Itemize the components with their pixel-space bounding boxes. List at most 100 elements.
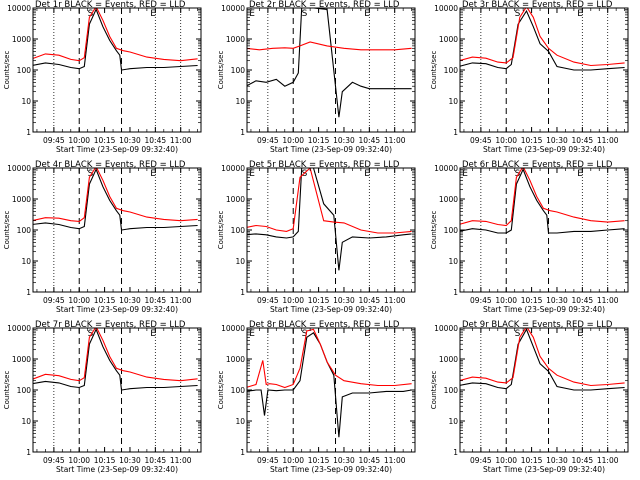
y-axis-label: Counts/sec: [430, 51, 438, 90]
marker-label: E: [577, 169, 583, 179]
y-tick-label: 1000: [12, 35, 31, 44]
y-tick-label: 10: [448, 257, 458, 266]
panel-title: Det 5r BLACK = Events, RED = LLD: [249, 160, 400, 170]
marker-label: E: [577, 329, 583, 339]
y-tick-label: 10: [235, 417, 245, 426]
y-tick-label: 1: [240, 288, 245, 297]
marker-label: E: [577, 9, 583, 19]
x-tick-label: 09:45: [257, 456, 279, 465]
marker-label: E: [462, 169, 468, 179]
panel-title: Det 6r BLACK = Events, RED = LLD: [462, 160, 613, 170]
y-tick-label: 10: [235, 97, 245, 106]
x-tick-label: 10:30: [333, 136, 355, 145]
y-tick-label: 1000: [439, 195, 458, 204]
marker-label: E: [150, 329, 156, 339]
x-tick-label: 10:00: [282, 296, 304, 305]
x-tick-label: 10:45: [145, 456, 167, 465]
series-line: [33, 328, 198, 391]
y-tick-label: 1000: [226, 355, 245, 364]
x-tick-label: 11:00: [597, 456, 619, 465]
y-tick-label: 100: [231, 226, 246, 235]
y-tick-label: 1: [26, 128, 31, 137]
y-tick-label: 100: [444, 386, 459, 395]
marker-label: E: [150, 169, 156, 179]
marker-label: S: [88, 329, 94, 339]
x-tick-label: 10:00: [68, 456, 90, 465]
y-tick-label: 1: [26, 288, 31, 297]
x-tick-label: 09:45: [257, 136, 279, 145]
y-tick-label: 1: [453, 448, 458, 457]
marker-label: S: [515, 169, 521, 179]
series-line: [460, 168, 625, 227]
x-tick-label: 10:45: [572, 296, 594, 305]
y-tick-label: 1000: [439, 35, 458, 44]
series-line: [247, 328, 412, 389]
y-tick-label: 100: [444, 66, 459, 75]
marker-label: E: [364, 169, 370, 179]
x-tick-label: 10:15: [94, 456, 116, 465]
y-tick-label: 10000: [221, 164, 245, 173]
marker-label: E: [249, 9, 255, 19]
series-line: [33, 328, 198, 382]
x-axis-label: Start Time (23-Sep-09 09:32:40): [483, 305, 605, 314]
y-tick-label: 10: [21, 97, 31, 106]
y-axis-label: Counts/sec: [217, 371, 225, 410]
x-axis-label: Start Time (23-Sep-09 09:32:40): [270, 145, 392, 154]
x-tick-label: 10:30: [119, 136, 141, 145]
y-axis-label: Counts/sec: [3, 51, 11, 90]
x-tick-label: 10:45: [359, 296, 381, 305]
marker-label: S: [515, 9, 521, 19]
series-line: [460, 9, 625, 71]
y-tick-label: 1000: [12, 355, 31, 364]
x-tick-label: 10:30: [333, 456, 355, 465]
y-tick-label: 100: [231, 66, 246, 75]
series-line: [460, 168, 625, 234]
x-tick-label: 09:45: [470, 296, 492, 305]
x-tick-label: 09:45: [43, 456, 65, 465]
plot-frame: [32, 7, 202, 133]
marker-label: S: [302, 169, 308, 179]
plot-frame: [459, 7, 629, 133]
x-tick-label: 10:00: [68, 136, 90, 145]
y-tick-label: 10: [448, 417, 458, 426]
x-tick-label: 10:45: [145, 136, 167, 145]
series-line: [33, 8, 198, 71]
plot-frame: [459, 327, 629, 453]
y-tick-label: 1000: [226, 35, 245, 44]
y-tick-label: 1: [26, 448, 31, 457]
x-axis-label: Start Time (23-Sep-09 09:32:40): [270, 305, 392, 314]
y-tick-label: 10000: [434, 164, 458, 173]
panel-title: Det 2r BLACK = Events, RED = LLD: [249, 0, 400, 10]
y-tick-label: 10000: [7, 4, 31, 13]
x-tick-label: 09:45: [43, 296, 65, 305]
y-tick-label: 1: [453, 288, 458, 297]
x-tick-label: 11:00: [384, 456, 406, 465]
x-tick-label: 10:45: [145, 296, 167, 305]
x-axis-label: Start Time (23-Sep-09 09:32:40): [56, 465, 178, 474]
x-tick-label: 11:00: [597, 296, 619, 305]
x-tick-label: 10:00: [68, 296, 90, 305]
x-axis-label: Start Time (23-Sep-09 09:32:40): [483, 145, 605, 154]
x-tick-label: 10:00: [495, 296, 517, 305]
marker-label: S: [302, 9, 308, 19]
y-tick-label: 100: [17, 226, 32, 235]
x-tick-label: 10:30: [333, 296, 355, 305]
marker-label: S: [88, 169, 94, 179]
x-tick-label: 11:00: [170, 456, 192, 465]
x-tick-label: 09:45: [43, 136, 65, 145]
marker-label: S: [302, 329, 308, 339]
series-line: [33, 168, 198, 231]
x-tick-label: 10:30: [546, 296, 568, 305]
marker-label: S: [88, 9, 94, 19]
y-tick-label: 1000: [12, 195, 31, 204]
y-tick-label: 10000: [434, 4, 458, 13]
y-tick-label: 100: [444, 226, 459, 235]
x-axis-label: Start Time (23-Sep-09 09:32:40): [483, 465, 605, 474]
y-tick-label: 1000: [439, 355, 458, 364]
series-line: [247, 332, 412, 438]
